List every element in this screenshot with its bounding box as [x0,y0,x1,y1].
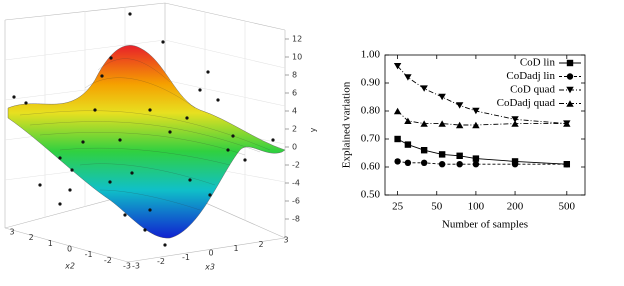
x2-axis-label: x2 [64,262,75,271]
y-tick-label: 0.80 [361,105,381,117]
marker [404,159,412,166]
x-tick-label: 25 [392,201,404,213]
x2-tick-label: 2 [29,233,34,242]
legend-marker [566,100,574,107]
z-tick-label: 4 [292,107,297,116]
marker [563,120,571,127]
marker [511,161,519,168]
legend-label: CoD lin [520,57,556,69]
y-axis-label: Explained variation [341,81,353,168]
z-tick-label: 12 [292,35,302,44]
marker [456,152,463,159]
marker [438,161,446,168]
marker [438,93,446,101]
marker [472,161,480,168]
x2-tick-label: -1 [85,250,93,259]
marker [472,155,480,162]
x3-tick-label: -2 [157,257,165,266]
series-line [397,65,567,125]
legend-marker [566,86,574,94]
marker [563,161,571,168]
z-axis-label: y [309,127,318,132]
marker [438,120,446,127]
legend-marker [566,73,574,80]
legend-label: CoD quad [510,84,555,96]
marker [511,116,519,123]
legend-label: CoDadj lin [506,70,555,82]
x2-tick-label: -2 [104,256,112,265]
marker [420,159,428,166]
x-tick-label: 50 [431,201,443,213]
z-tick-label: -6 [292,197,300,206]
x2-tick-label: -3 [123,262,131,271]
marker [404,74,412,81]
marker [404,141,412,148]
y-tick-label: 0.60 [361,161,381,173]
series-line [397,110,567,126]
x2-tick-label: 0 [67,245,72,254]
x3-tick-label: 2 [258,240,263,249]
marker [456,161,463,168]
marker [438,151,446,158]
x3-tick-label: -3 [132,262,140,271]
y-tick-label: 0.50 [361,189,381,201]
y-tick-label: 0.90 [361,77,381,89]
marker [394,135,401,143]
x3-tick-label: 0 [208,249,213,258]
x2-tick-label: 3 [9,228,14,237]
z-tick-label: -8 [292,215,300,224]
marker [420,147,428,154]
marker [420,120,428,127]
x3-tick-label: -1 [182,253,190,262]
plot-frame [384,54,586,196]
surface [7,45,286,239]
z-tick-label: 6 [292,89,297,98]
marker [455,121,464,129]
z-tick-label: -2 [292,161,300,170]
x-tick-label: 100 [468,201,485,213]
y-tick-label: 1.00 [361,49,381,61]
series-line [397,160,567,165]
marker [455,102,464,109]
marker [394,158,401,165]
z-tick-label: 10 [292,53,302,62]
line-chart: 0.50 0.60 0.70 0.80 0.90 1.00 25 50 100 200 500 Num… [341,49,586,231]
x-tick-label: 500 [559,201,576,213]
marker [404,117,412,124]
x3-tick-label: 1 [233,244,238,253]
y-tick-label: 0.70 [361,133,381,145]
marker [393,107,402,115]
z-tick-label: 0 [292,143,297,152]
x-tick-label: 200 [507,201,524,213]
marker [511,120,519,127]
x3-axis-label: x3 [204,263,215,272]
marker [472,121,480,129]
x-axis-label: Number of samples [442,219,528,231]
z-tick-label: -4 [292,179,300,188]
x2-tick-label: 1 [48,239,53,248]
marker [472,107,480,115]
legend-marker [566,59,574,67]
z-tick-label: 2 [292,125,297,134]
legend-label: CoDadj quad [497,97,556,109]
x3-tick-label: 3 [283,236,288,245]
z-tick-label: 8 [292,71,297,80]
marker [420,85,428,92]
sample-points [12,12,275,247]
marker [393,63,402,70]
